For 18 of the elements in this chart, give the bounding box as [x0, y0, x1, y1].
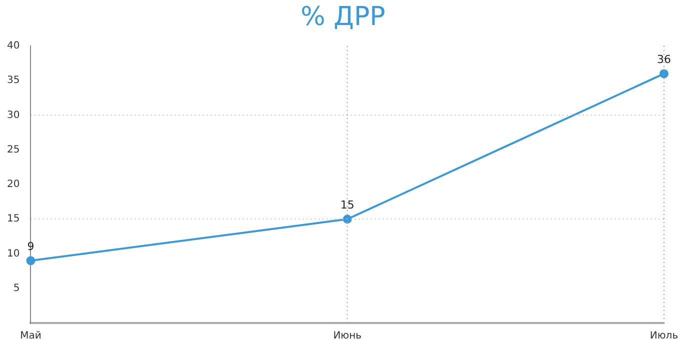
x-tick-label: Июнь [333, 330, 362, 342]
y-tick-label: 10 [6, 248, 20, 260]
point [342, 214, 352, 224]
y-tick-label: 35 [6, 75, 20, 86]
x-tick-label: Май [20, 330, 42, 342]
y-tick-label: 5 [13, 282, 20, 294]
y-tick-label: 15 [6, 214, 20, 225]
y-tick-label: 25 [6, 144, 20, 156]
y-tick-label: 40 [6, 40, 20, 52]
data-label: 9 [27, 240, 34, 254]
x-tick-label: Июль [650, 330, 678, 342]
y-tick-label: 20 [6, 179, 20, 190]
point [660, 69, 668, 78]
data-label: 15 [340, 198, 354, 212]
y-tick-label: 30 [6, 110, 20, 121]
point [26, 256, 36, 266]
chart-title: % ДРР [300, 2, 386, 32]
data-label: 36 [657, 53, 671, 66]
